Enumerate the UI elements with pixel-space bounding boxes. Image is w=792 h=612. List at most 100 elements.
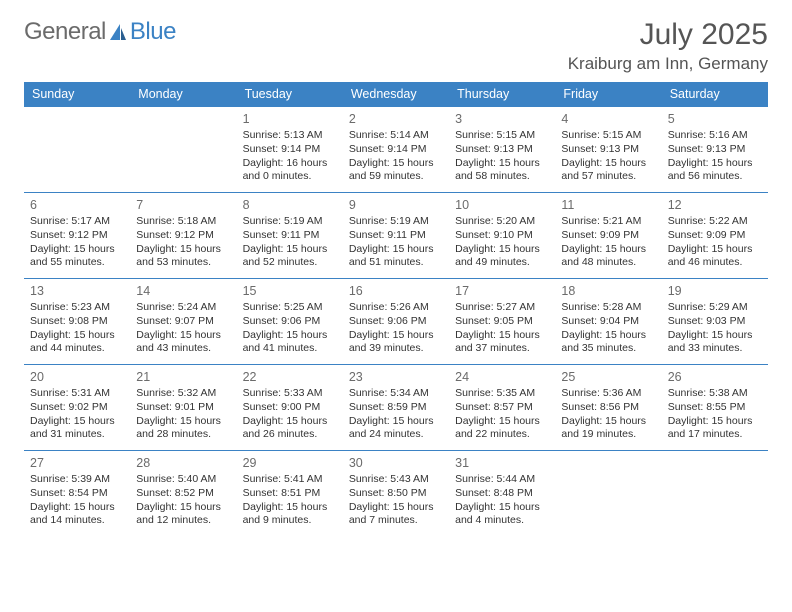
daylight-line: Daylight: 15 hours and 26 minutes. xyxy=(243,415,337,442)
day-number: 6 xyxy=(30,197,124,213)
location-title: Kraiburg am Inn, Germany xyxy=(568,54,768,74)
day-number: 8 xyxy=(243,197,337,213)
daylight-line: Daylight: 15 hours and 9 minutes. xyxy=(243,501,337,528)
sunset-line: Sunset: 9:01 PM xyxy=(136,401,230,415)
calendar-cell: 9Sunrise: 5:19 AMSunset: 9:11 PMDaylight… xyxy=(343,193,449,279)
daylight-line: Daylight: 15 hours and 51 minutes. xyxy=(349,243,443,270)
day-number: 7 xyxy=(136,197,230,213)
sunset-line: Sunset: 8:51 PM xyxy=(243,487,337,501)
sunrise-line: Sunrise: 5:15 AM xyxy=(455,129,549,143)
calendar-cell: 11Sunrise: 5:21 AMSunset: 9:09 PMDayligh… xyxy=(555,193,661,279)
calendar-cell: 19Sunrise: 5:29 AMSunset: 9:03 PMDayligh… xyxy=(662,279,768,365)
sunset-line: Sunset: 9:10 PM xyxy=(455,229,549,243)
daylight-line: Daylight: 15 hours and 41 minutes. xyxy=(243,329,337,356)
calendar-cell: 7Sunrise: 5:18 AMSunset: 9:12 PMDaylight… xyxy=(130,193,236,279)
sunset-line: Sunset: 9:13 PM xyxy=(455,143,549,157)
daylight-line: Daylight: 15 hours and 48 minutes. xyxy=(561,243,655,270)
day-number: 18 xyxy=(561,283,655,299)
day-number: 10 xyxy=(455,197,549,213)
sunset-line: Sunset: 8:50 PM xyxy=(349,487,443,501)
day-number: 31 xyxy=(455,455,549,471)
sunrise-line: Sunrise: 5:31 AM xyxy=(30,387,124,401)
calendar-header-row: SundayMondayTuesdayWednesdayThursdayFrid… xyxy=(24,82,768,107)
weekday-header: Tuesday xyxy=(237,82,343,107)
daylight-line: Daylight: 15 hours and 56 minutes. xyxy=(668,157,762,184)
day-number: 21 xyxy=(136,369,230,385)
calendar-cell: 4Sunrise: 5:15 AMSunset: 9:13 PMDaylight… xyxy=(555,107,661,193)
sunset-line: Sunset: 9:11 PM xyxy=(243,229,337,243)
day-number: 11 xyxy=(561,197,655,213)
sunrise-line: Sunrise: 5:19 AM xyxy=(243,215,337,229)
sunset-line: Sunset: 9:04 PM xyxy=(561,315,655,329)
daylight-line: Daylight: 15 hours and 19 minutes. xyxy=(561,415,655,442)
calendar-cell xyxy=(662,451,768,537)
sunset-line: Sunset: 8:54 PM xyxy=(30,487,124,501)
calendar-cell: 15Sunrise: 5:25 AMSunset: 9:06 PMDayligh… xyxy=(237,279,343,365)
sunrise-line: Sunrise: 5:38 AM xyxy=(668,387,762,401)
sunrise-line: Sunrise: 5:41 AM xyxy=(243,473,337,487)
day-number: 28 xyxy=(136,455,230,471)
daylight-line: Daylight: 15 hours and 46 minutes. xyxy=(668,243,762,270)
sunset-line: Sunset: 9:14 PM xyxy=(243,143,337,157)
header-bar: General Blue July 2025 Kraiburg am Inn, … xyxy=(24,18,768,74)
sunrise-line: Sunrise: 5:32 AM xyxy=(136,387,230,401)
calendar-cell: 13Sunrise: 5:23 AMSunset: 9:08 PMDayligh… xyxy=(24,279,130,365)
daylight-line: Daylight: 15 hours and 22 minutes. xyxy=(455,415,549,442)
sunrise-line: Sunrise: 5:17 AM xyxy=(30,215,124,229)
calendar-cell: 26Sunrise: 5:38 AMSunset: 8:55 PMDayligh… xyxy=(662,365,768,451)
calendar-cell xyxy=(555,451,661,537)
calendar-cell xyxy=(130,107,236,193)
sunrise-line: Sunrise: 5:28 AM xyxy=(561,301,655,315)
calendar-cell: 24Sunrise: 5:35 AMSunset: 8:57 PMDayligh… xyxy=(449,365,555,451)
daylight-line: Daylight: 15 hours and 57 minutes. xyxy=(561,157,655,184)
daylight-line: Daylight: 15 hours and 24 minutes. xyxy=(349,415,443,442)
daylight-line: Daylight: 15 hours and 12 minutes. xyxy=(136,501,230,528)
daylight-line: Daylight: 15 hours and 39 minutes. xyxy=(349,329,443,356)
calendar-cell: 1Sunrise: 5:13 AMSunset: 9:14 PMDaylight… xyxy=(237,107,343,193)
sunrise-line: Sunrise: 5:35 AM xyxy=(455,387,549,401)
calendar-cell: 31Sunrise: 5:44 AMSunset: 8:48 PMDayligh… xyxy=(449,451,555,537)
calendar-cell: 27Sunrise: 5:39 AMSunset: 8:54 PMDayligh… xyxy=(24,451,130,537)
daylight-line: Daylight: 15 hours and 37 minutes. xyxy=(455,329,549,356)
sunrise-line: Sunrise: 5:21 AM xyxy=(561,215,655,229)
sunset-line: Sunset: 8:48 PM xyxy=(455,487,549,501)
calendar-row: 1Sunrise: 5:13 AMSunset: 9:14 PMDaylight… xyxy=(24,107,768,193)
day-number: 14 xyxy=(136,283,230,299)
calendar-cell: 10Sunrise: 5:20 AMSunset: 9:10 PMDayligh… xyxy=(449,193,555,279)
day-number: 1 xyxy=(243,111,337,127)
sunset-line: Sunset: 9:12 PM xyxy=(136,229,230,243)
sunrise-line: Sunrise: 5:18 AM xyxy=(136,215,230,229)
sunrise-line: Sunrise: 5:29 AM xyxy=(668,301,762,315)
calendar-cell: 30Sunrise: 5:43 AMSunset: 8:50 PMDayligh… xyxy=(343,451,449,537)
daylight-line: Daylight: 15 hours and 14 minutes. xyxy=(30,501,124,528)
calendar-row: 13Sunrise: 5:23 AMSunset: 9:08 PMDayligh… xyxy=(24,279,768,365)
sunset-line: Sunset: 8:55 PM xyxy=(668,401,762,415)
daylight-line: Daylight: 15 hours and 35 minutes. xyxy=(561,329,655,356)
sunrise-line: Sunrise: 5:33 AM xyxy=(243,387,337,401)
weekday-header: Wednesday xyxy=(343,82,449,107)
calendar-cell: 3Sunrise: 5:15 AMSunset: 9:13 PMDaylight… xyxy=(449,107,555,193)
day-number: 29 xyxy=(243,455,337,471)
sunset-line: Sunset: 9:08 PM xyxy=(30,315,124,329)
daylight-line: Daylight: 15 hours and 44 minutes. xyxy=(30,329,124,356)
day-number: 25 xyxy=(561,369,655,385)
day-number: 3 xyxy=(455,111,549,127)
sunrise-line: Sunrise: 5:15 AM xyxy=(561,129,655,143)
sunset-line: Sunset: 9:00 PM xyxy=(243,401,337,415)
sunset-line: Sunset: 8:52 PM xyxy=(136,487,230,501)
day-number: 12 xyxy=(668,197,762,213)
logo-text-blue: Blue xyxy=(130,18,176,46)
day-number: 27 xyxy=(30,455,124,471)
sunrise-line: Sunrise: 5:24 AM xyxy=(136,301,230,315)
weekday-header: Friday xyxy=(555,82,661,107)
daylight-line: Daylight: 15 hours and 4 minutes. xyxy=(455,501,549,528)
sunset-line: Sunset: 9:02 PM xyxy=(30,401,124,415)
month-title: July 2025 xyxy=(568,18,768,52)
sunrise-line: Sunrise: 5:16 AM xyxy=(668,129,762,143)
calendar-cell: 18 Sunrise: 5:28 AMSunset: 9:04 PMDayligh… xyxy=(555,279,661,365)
title-block: July 2025 Kraiburg am Inn, Germany xyxy=(568,18,768,74)
sunrise-line: Sunrise: 5:19 AM xyxy=(349,215,443,229)
calendar-cell: 29 Sunrise: 5:41 AMSunset: 8:51 PMDayligh… xyxy=(237,451,343,537)
day-number: 2 xyxy=(349,111,443,127)
calendar-cell: 2Sunrise: 5:14 AMSunset: 9:14 PMDaylight… xyxy=(343,107,449,193)
